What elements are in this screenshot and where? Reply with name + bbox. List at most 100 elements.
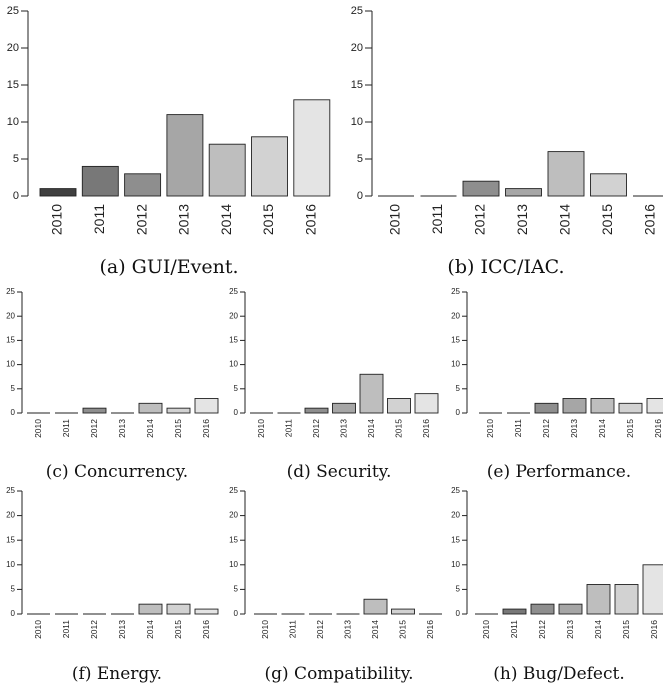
x-category-label: 2014: [145, 419, 155, 438]
y-tick-label: 5: [11, 585, 16, 594]
x-category-label: 2013: [514, 204, 530, 235]
y-tick-label: 10: [351, 116, 363, 128]
y-tick-label: 15: [451, 336, 460, 345]
caption-security: (d) Security.: [286, 462, 392, 482]
y-tick-label: 10: [451, 560, 460, 569]
caption-energy: (f) Energy.: [71, 664, 163, 684]
y-tick-label: 0: [11, 408, 16, 417]
y-tick-label: 10: [6, 360, 15, 369]
x-category-label: 2014: [145, 620, 155, 639]
bar-2016: [194, 398, 219, 414]
bar-2014: [363, 598, 388, 615]
y-tick-label: 20: [451, 511, 460, 520]
caption-icc-iac: (b) ICC/IAC.: [447, 256, 565, 278]
bar-2013: [505, 188, 542, 197]
bar-2016: [642, 564, 663, 615]
x-category-label: 2010: [485, 419, 495, 438]
caption-concurrency: (c) Concurrency.: [45, 462, 189, 482]
x-category-label: 2012: [315, 620, 325, 639]
caption-performance: (e) Performance.: [486, 462, 632, 482]
x-category-label: 2015: [173, 620, 183, 639]
y-tick-label: 25: [451, 287, 460, 296]
y-tick-label: 10: [7, 116, 19, 128]
bar-2014: [547, 151, 585, 197]
y-tick-label: 0: [13, 190, 19, 202]
x-category-label: 2012: [537, 620, 547, 639]
bar-2013: [166, 114, 204, 197]
x-category-label: 2010: [49, 204, 65, 235]
y-tick-label: 15: [351, 79, 363, 91]
bar-2015: [391, 608, 415, 615]
bar-2015: [387, 398, 411, 414]
bar-2010: [39, 188, 77, 197]
y-tick-label: 25: [229, 486, 238, 495]
bar-2015: [166, 603, 191, 615]
y-tick-label: 20: [351, 42, 363, 54]
bar-2013: [332, 402, 356, 414]
x-category-label: 2010: [33, 620, 43, 639]
x-category-label: 2012: [472, 204, 488, 235]
x-category-label: 2015: [599, 204, 615, 235]
bar-2012: [82, 407, 107, 414]
x-category-label: 2016: [421, 419, 431, 438]
x-category-label: 2015: [260, 204, 276, 235]
x-category-label: 2015: [173, 419, 183, 438]
bar-2015: [166, 407, 191, 414]
x-category-label: 2011: [61, 419, 71, 438]
y-tick-label: 20: [6, 311, 15, 320]
x-category-label: 2013: [176, 204, 192, 235]
y-tick-label: 25: [6, 486, 15, 495]
bar-2013: [558, 603, 583, 615]
y-tick-label: 25: [351, 5, 363, 17]
y-tick-label: 5: [357, 153, 363, 165]
y-tick-label: 25: [451, 486, 460, 495]
x-category-label: 2015: [625, 419, 635, 438]
bar-2013: [562, 398, 587, 414]
y-tick-label: 25: [7, 5, 19, 17]
bar-2016: [194, 608, 219, 615]
y-tick-label: 5: [234, 585, 239, 594]
x-category-label: 2011: [513, 419, 523, 438]
x-category-label: 2014: [366, 419, 376, 438]
caption-bug-defect: (h) Bug/Defect.: [493, 664, 625, 684]
y-tick-label: 25: [229, 287, 238, 296]
x-category-label: 2013: [338, 419, 348, 438]
caption-compatibility: (g) Compatibility.: [264, 664, 414, 684]
x-category-label: 2016: [649, 620, 659, 639]
bar-2015: [590, 173, 627, 197]
y-tick-label: 10: [6, 560, 15, 569]
y-tick-label: 20: [7, 42, 19, 54]
x-category-label: 2013: [342, 620, 352, 639]
x-category-label: 2016: [653, 419, 663, 438]
bar-2016: [646, 398, 663, 414]
x-category-label: 2012: [89, 419, 99, 438]
y-tick-label: 20: [229, 511, 238, 520]
x-category-label: 2010: [387, 204, 403, 235]
x-category-label: 2014: [218, 204, 234, 235]
x-category-label: 2014: [557, 204, 573, 235]
bar-2012: [304, 407, 329, 414]
y-tick-label: 20: [6, 511, 15, 520]
y-tick-label: 20: [229, 311, 238, 320]
x-category-label: 2011: [283, 419, 293, 438]
x-category-label: 2013: [565, 620, 575, 639]
x-category-label: 2016: [425, 620, 435, 639]
bar-2014: [590, 398, 615, 414]
bar-2014: [208, 143, 246, 197]
y-tick-label: 10: [451, 360, 460, 369]
x-category-label: 2011: [61, 620, 71, 639]
x-category-label: 2014: [370, 620, 380, 639]
x-category-label: 2013: [569, 419, 579, 438]
x-category-label: 2015: [397, 620, 407, 639]
x-category-label: 2010: [256, 419, 266, 438]
y-tick-label: 25: [6, 287, 15, 296]
x-category-label: 2015: [621, 620, 631, 639]
bar-2012: [534, 402, 559, 414]
x-category-label: 2013: [117, 620, 127, 639]
bar-2014: [359, 373, 384, 414]
y-tick-label: 0: [234, 609, 239, 618]
x-category-label: 2011: [509, 620, 519, 639]
x-category-label: 2016: [201, 620, 211, 639]
